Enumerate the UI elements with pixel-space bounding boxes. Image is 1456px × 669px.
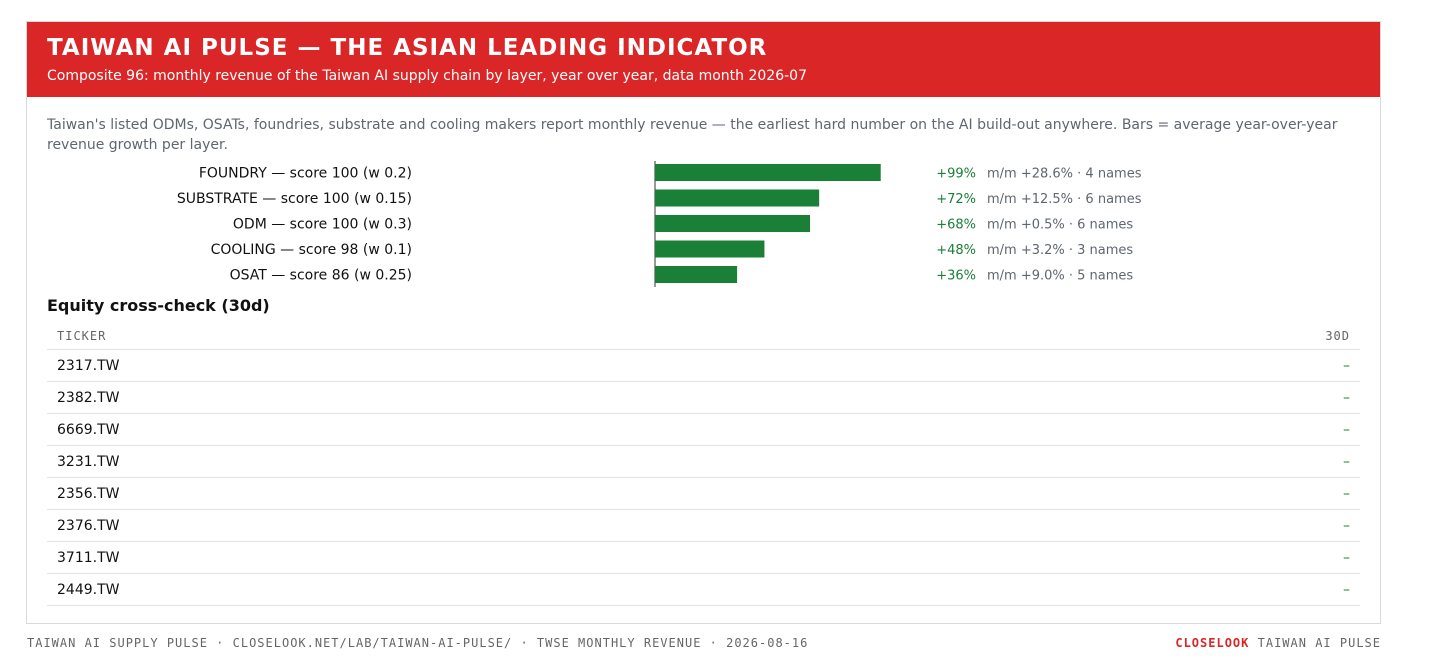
table-row: 2449.TW – [47,573,1360,606]
category-label: SUBSTRATE — score 100 (w 0.15) [177,191,412,207]
mom-note: m/m +9.0% · 5 names [987,269,1133,284]
change-30d-cell: – [898,541,1360,574]
intro-text: Taiwan's listed ODMs, OSATs, foundries, … [47,117,1338,153]
ticker-cell: 2356.TW [47,477,899,510]
bar [655,164,881,181]
footer-product: TAIWAN AI PULSE [1257,636,1381,650]
pulse-card: TAIWAN AI PULSE — THE ASIAN LEADING INDI… [26,21,1381,624]
mom-note: m/m +0.5% · 6 names [987,218,1133,233]
table-row: 3711.TW – [47,541,1360,574]
30d-column-header: 30D [898,322,1360,350]
mom-note: m/m +28.6% · 4 names [987,167,1142,182]
bar [655,240,765,258]
mom-note: m/m +12.5% · 6 names [987,192,1142,207]
category-label: FOUNDRY — score 100 (w 0.2) [199,166,412,182]
value-label: +48% [936,243,976,258]
value-label: +36% [936,269,976,284]
table-row: 2382.TW – [47,381,1360,414]
change-30d-cell: – [898,445,1360,478]
footer-source: TAIWAN AI SUPPLY PULSE · CLOSELOOK.NET/L… [27,636,809,650]
category-label: ODM — score 100 (w 0.3) [233,217,412,233]
table-row: 2356.TW – [47,477,1360,510]
footer-brand: CLOSELOOK TAIWAN AI PULSE [1175,636,1381,650]
brand-logo-text: CLOSELOOK [1175,636,1250,650]
change-30d-cell: – [898,477,1360,510]
ticker-column-header: TICKER [47,322,899,350]
category-label: COOLING — score 98 (w 0.1) [211,242,412,258]
table-row: 6669.TW – [47,413,1360,446]
value-label: +72% [936,192,976,207]
ticker-cell: 3711.TW [47,541,899,574]
ticker-cell: 2449.TW [47,573,899,606]
table-row: 2376.TW – [47,509,1360,542]
change-30d-cell: – [898,381,1360,414]
value-label: +68% [936,218,976,233]
ticker-cell: 6669.TW [47,413,899,446]
page-subtitle: Composite 96: monthly revenue of the Tai… [47,68,807,84]
ticker-cell: 3231.TW [47,445,899,478]
change-30d-cell: – [898,413,1360,446]
ticker-cell: 2317.TW [47,349,899,382]
change-30d-cell: – [898,573,1360,606]
change-30d-cell: – [898,509,1360,542]
value-label: +99% [936,167,976,182]
ticker-cell: 2376.TW [47,509,899,542]
equity-table-body: 2317.TW –2382.TW –6669.TW –3231.TW –2356.TW –… [47,349,1360,606]
bar [655,266,738,283]
ticker-cell: 2382.TW [47,381,899,414]
category-label: OSAT — score 86 (w 0.25) [230,268,412,284]
equity-table: TICKER 30D 2317.TW –2382.TW –6669.TW –3231.… [47,322,1360,606]
bar [655,215,811,232]
layer-growth-chart: FOUNDRY — score 100 (w 0.2) +99% m/m +28.6… [177,161,1142,287]
page-title: TAIWAN AI PULSE — THE ASIAN LEADING INDI… [47,35,768,61]
header-banner: TAIWAN AI PULSE — THE ASIAN LEADING INDI… [27,22,1380,97]
table-row: 3231.TW – [47,445,1360,478]
table-row: 2317.TW – [47,349,1360,382]
bar [655,189,820,207]
mom-note: m/m +3.2% · 3 names [987,243,1133,258]
equity-section-title: Equity cross-check (30d) [47,296,270,315]
change-30d-cell: – [898,349,1360,382]
table-header-row: TICKER 30D [47,322,1360,350]
